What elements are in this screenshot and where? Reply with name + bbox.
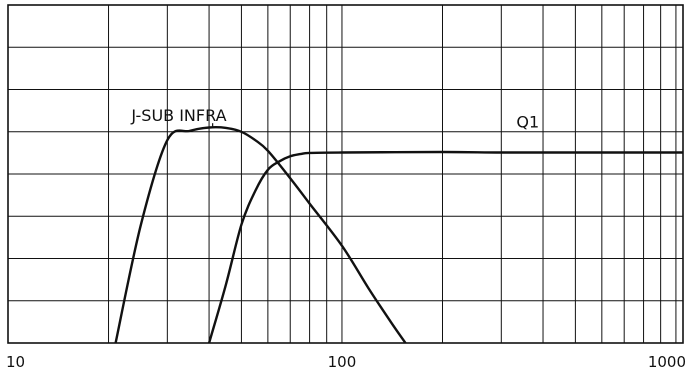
curves [114,126,683,343]
x-tick-label: 10 [6,353,25,371]
grid [7,4,684,344]
series-line-q1 [207,150,683,343]
series-label-j-sub-infra: J-SUB INFRA [130,106,226,125]
series-label-q1: Q1 [516,113,539,132]
x-tick-label: 100 [328,353,357,371]
series-labels: J-SUB INFRA Q1 [130,106,539,131]
x-tick-labels: 10 100 1000 [6,353,686,371]
series-line-j-sub-infra [114,126,407,343]
x-tick-label: 1000 [648,353,686,371]
